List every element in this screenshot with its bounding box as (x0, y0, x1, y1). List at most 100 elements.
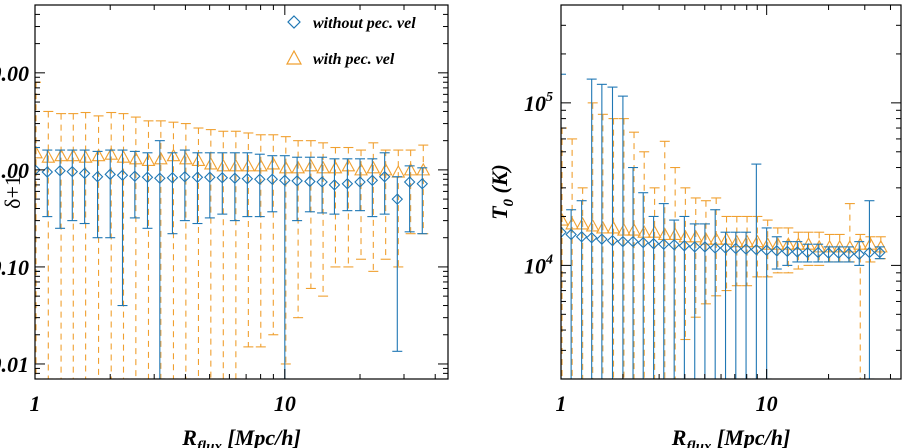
data-point-triangle (812, 239, 827, 253)
data-point-triangle (91, 148, 106, 162)
data-point-diamond (154, 172, 166, 185)
y-tick-label: 104 (524, 252, 553, 278)
data-point-diamond (291, 175, 303, 187)
data-point-triangle (104, 147, 119, 160)
data-point-triangle (853, 237, 868, 250)
y-tick-label: 0.10 (0, 255, 29, 280)
data-point-triangle (561, 212, 569, 226)
data-point-triangle (416, 162, 431, 176)
data-point-triangle (35, 145, 43, 159)
data-point-diamond (216, 171, 229, 184)
y-tick-label: 10.00 (0, 61, 29, 86)
data-point-triangle (770, 237, 785, 250)
data-point-diamond (822, 247, 835, 259)
data-point-triangle (627, 222, 641, 236)
data-point-diamond (791, 246, 804, 258)
y-axis-title-subscript: 0 (501, 198, 517, 206)
data-point-triangle (216, 158, 231, 172)
y-tick-base: 10 (524, 91, 546, 116)
data-point-diamond (54, 164, 66, 177)
legend-marker-triangle (285, 49, 303, 65)
data-point-diamond (129, 170, 141, 183)
data-point-diamond (801, 246, 814, 259)
data-point-triangle (740, 234, 754, 248)
data-point-diamond (561, 226, 567, 238)
y-tick-label: 105 (524, 90, 553, 116)
x-axis-ticks (560, 5, 891, 379)
data-point-triangle (203, 156, 218, 170)
data-point-diamond (606, 234, 619, 247)
data-point-triangle (781, 237, 796, 250)
data-point-diamond (279, 174, 291, 187)
data-point-diamond (647, 237, 660, 250)
data-point-triangle (78, 150, 93, 163)
data-point-diamond (617, 235, 629, 248)
data-point-diamond (391, 193, 404, 205)
data-point-triangle (228, 158, 243, 172)
data-point-diamond (378, 170, 391, 183)
y-axis-title-rest: (K) (487, 164, 512, 199)
x-axis-title: Rflux [Mpc/h] (671, 425, 791, 448)
data-point-diamond (730, 242, 742, 255)
x-axis-title-main: R (671, 425, 687, 448)
data-point-diamond (575, 230, 588, 243)
data-point-diamond (366, 174, 379, 187)
data-point-triangle (341, 158, 356, 172)
data-point-diamond (750, 243, 763, 256)
data-point-diamond (699, 241, 711, 253)
series-without-pec-vel (35, 140, 429, 379)
x-axis-title: Rflux [Mpc/h] (181, 425, 301, 448)
data-point-diamond (812, 246, 824, 259)
data-point-diamond (719, 242, 732, 254)
y-tick-exponent: 4 (545, 252, 553, 267)
y-axis-title: T0 (K) (487, 164, 517, 220)
data-point-diamond (166, 171, 179, 184)
data-point-diamond (141, 171, 154, 184)
data-point-diamond (91, 170, 104, 183)
x-tick-label: 10 (756, 391, 778, 416)
y-axis-ticks (561, 4, 901, 380)
data-point-diamond (760, 244, 773, 256)
series-with-pec-vel (561, 102, 888, 379)
data-point-diamond (668, 238, 680, 251)
data-point-triangle (116, 150, 131, 163)
series-without-pec-vel (561, 73, 886, 379)
legend: without pec. vel with pec. vel (285, 15, 416, 68)
data-point-triangle (166, 148, 181, 162)
data-point-triangle (366, 160, 381, 174)
x-tick-label: 1 (556, 391, 567, 416)
x-axis-title-subscript: flux (686, 439, 712, 448)
data-point-diamond (35, 164, 41, 176)
data-point-triangle (565, 216, 580, 230)
data-point-diamond (627, 235, 639, 248)
x-axis-title-rest: [Mpc/h] (222, 425, 301, 448)
data-point-diamond (657, 238, 670, 250)
data-point-triangle (191, 153, 206, 167)
data-point-triangle (378, 162, 393, 176)
data-point-diamond (354, 176, 366, 188)
data-point-diamond (229, 172, 241, 185)
data-point-triangle (141, 153, 156, 167)
data-point-diamond (316, 176, 328, 188)
data-point-triangle (266, 156, 281, 170)
data-point-diamond (403, 176, 416, 188)
data-point-diamond (637, 236, 649, 249)
data-point-diamond (678, 240, 691, 252)
data-point-triangle (699, 232, 713, 245)
data-point-diamond (843, 247, 855, 260)
axes-frame (34, 4, 449, 380)
left-panel-delta: 1 10 0.01 0.10 1.00 10.00 Rflux [Mpc/h] δ+1 with… (0, 4, 449, 448)
data-point-triangle (128, 151, 143, 165)
y-axis-title-main: T (487, 205, 512, 220)
data-point-triangle (760, 237, 775, 250)
y-axis-title: δ+1 (0, 175, 25, 209)
data-point-diamond (204, 171, 216, 184)
data-point-triangle (616, 222, 631, 236)
data-point-diamond (596, 233, 608, 245)
data-point-triangle (750, 234, 765, 248)
data-point-diamond (304, 175, 316, 188)
data-point-triangle (291, 160, 306, 174)
data-point-triangle (354, 162, 368, 176)
